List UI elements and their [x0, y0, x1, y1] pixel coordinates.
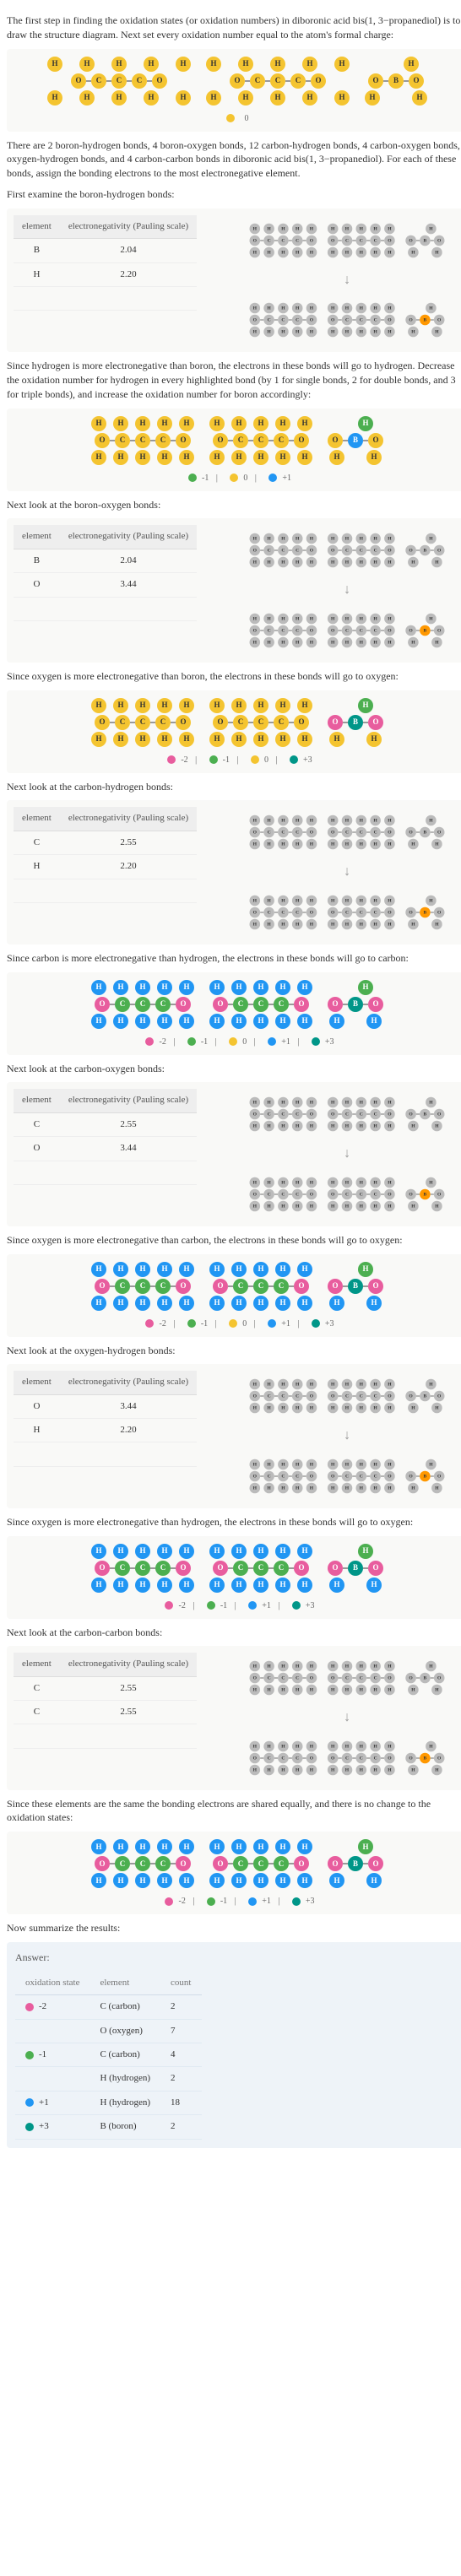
- section-heading: Next look at the carbon-oxygen bonds:: [7, 1062, 461, 1076]
- summarize-text: Now summarize the results:: [7, 1921, 461, 1935]
- section-explanation: Since oxygen is more electronegative tha…: [7, 1515, 461, 1529]
- answer-header-os: oxidation state: [15, 1972, 89, 1995]
- down-arrow-icon: ↓: [344, 863, 350, 881]
- section-explanation: Since oxygen is more electronegative tha…: [7, 1233, 461, 1247]
- table-row: B2.04: [14, 239, 197, 262]
- electronegativity-table: elementelectronegativity (Pauling scale)…: [7, 208, 461, 352]
- answer-table: oxidation state element count -2C (carbo…: [15, 1972, 202, 2140]
- electronegativity-table: elementelectronegativity (Pauling scale)…: [7, 1082, 461, 1226]
- table-row: O3.44: [14, 1394, 197, 1418]
- answer-title: Answer:: [15, 1951, 459, 1965]
- section-result-diagram: HHHHHOCCCOHHHHHHHHHHOCCCOHHHHHHOBOHH-2 |…: [7, 690, 461, 773]
- down-arrow-icon: ↓: [344, 1708, 350, 1727]
- table-row: H2.20: [14, 855, 197, 879]
- section-explanation: Since oxygen is more electronegative tha…: [7, 669, 461, 684]
- down-arrow-icon: ↓: [344, 581, 350, 599]
- section-result-diagram: HHHHHOCCCOHHHHHHHHHHOCCCOHHHHHHOBOHH-1 |…: [7, 409, 461, 491]
- intro-text: The first step in finding the oxidation …: [7, 14, 461, 42]
- answer-row: H (hydrogen)2: [15, 2067, 202, 2091]
- down-arrow-icon: ↓: [344, 1145, 350, 1163]
- table-row: C2.55: [14, 1112, 197, 1136]
- electronegativity-table: elementelectronegativity (Pauling scale)…: [7, 800, 461, 944]
- section-explanation: Since carbon is more electronegative tha…: [7, 951, 461, 966]
- answer-row: +3B (boron)2: [15, 2115, 202, 2139]
- down-arrow-icon: ↓: [344, 1426, 350, 1445]
- atom-h: H: [47, 57, 62, 72]
- answer-row: -1C (carbon)4: [15, 2043, 202, 2067]
- table-row: O3.44: [14, 573, 197, 597]
- answer-box: Answer: oxidation state element count -2…: [7, 1942, 461, 2148]
- answer-row: O (oxygen)7: [15, 2019, 202, 2043]
- section-explanation: Since these elements are the same the bo…: [7, 1797, 461, 1826]
- electronegativity-table: elementelectronegativity (Pauling scale)…: [7, 1364, 461, 1507]
- table-row: B2.04: [14, 549, 197, 572]
- electronegativity-table: elementelectronegativity (Pauling scale)…: [7, 1646, 461, 1789]
- table-row: C2.55: [14, 1676, 197, 1700]
- bonds-description: There are 2 boron-hydrogen bonds, 4 boro…: [7, 138, 461, 181]
- section-heading: Next look at the carbon-hydrogen bonds:: [7, 780, 461, 794]
- answer-header-el: element: [89, 1972, 160, 1995]
- section-result-diagram: HHHHHOCCCOHHHHHHHHHHOCCCOHHHHHHOBOHH-2 |…: [7, 1536, 461, 1619]
- down-arrow-icon: ↓: [344, 271, 350, 290]
- answer-row: -2C (carbon)2: [15, 1995, 202, 2019]
- section-result-diagram: HHHHHOCCCOHHHHHHHHHHOCCCOHHHHHHOBOHH-2 |…: [7, 972, 461, 1055]
- table-row: H2.20: [14, 262, 197, 286]
- structure-diagram-initial: HHHHH OCCCO HHHHH HHHHH OCCCO HHHHH H OB…: [7, 49, 461, 132]
- section-heading: First examine the boron-hydrogen bonds:: [7, 187, 461, 202]
- section-result-diagram: HHHHHOCCCOHHHHHHHHHHOCCCOHHHHHHOBOHH-2 |…: [7, 1254, 461, 1337]
- section-heading: Next look at the boron-oxygen bonds:: [7, 498, 461, 512]
- section-heading: Next look at the oxygen-hydrogen bonds:: [7, 1344, 461, 1358]
- section-result-diagram: HHHHHOCCCOHHHHHHHHHHOCCCOHHHHHHOBOHH-2 |…: [7, 1832, 461, 1914]
- table-row: C2.55: [14, 831, 197, 854]
- table-row: H2.20: [14, 1419, 197, 1442]
- answer-row: +1H (hydrogen)18: [15, 2091, 202, 2114]
- section-explanation: Since hydrogen is more electronegative t…: [7, 359, 461, 401]
- table-row: O3.44: [14, 1137, 197, 1161]
- section-heading: Next look at the carbon-carbon bonds:: [7, 1626, 461, 1640]
- table-row: C2.55: [14, 1701, 197, 1724]
- legend-initial: 0: [14, 113, 461, 125]
- answer-header-ct: count: [160, 1972, 201, 1995]
- electronegativity-table: elementelectronegativity (Pauling scale)…: [7, 518, 461, 662]
